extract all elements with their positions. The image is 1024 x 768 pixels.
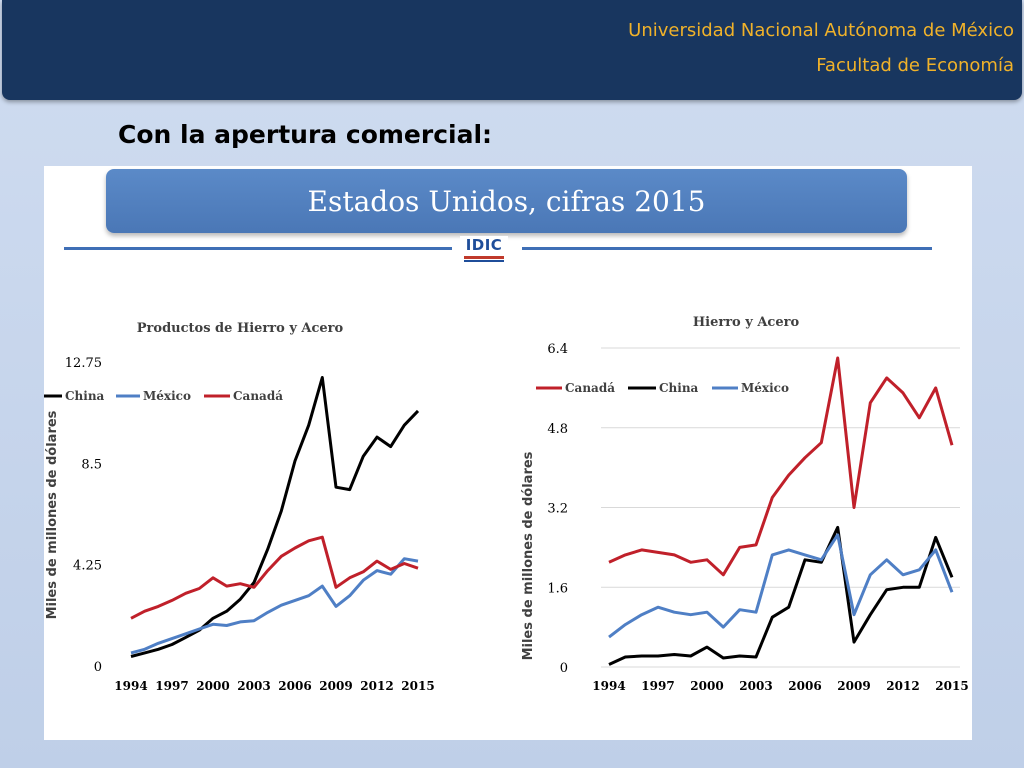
chart-title: Hierro y Acero <box>693 315 800 330</box>
image-panel: Estados Unidos, cifras 2015 IDIC <box>44 166 972 740</box>
y-tick-label: 4.25 <box>73 559 102 574</box>
x-tick-label: 2012 <box>886 679 919 693</box>
idic-logo: IDIC <box>460 236 508 266</box>
x-tick-label: 1997 <box>641 679 674 693</box>
y-axis-label: Miles de millones de dólares <box>521 451 536 660</box>
chart-hierro-acero: Hierro y Acero Miles de millones de dólar… <box>521 315 969 693</box>
x-tick-label: 2015 <box>935 679 968 693</box>
legend-label-canada: Canadá <box>565 381 615 395</box>
x-tick-label: 2009 <box>319 679 352 693</box>
chart-productos-hierro-acero: Productos de Hierro y Acero Miles de mill… <box>44 321 435 693</box>
y-tick-label: 3.2 <box>547 502 568 517</box>
x-tick-label: 2000 <box>690 679 723 693</box>
divider-right <box>522 247 932 250</box>
banner-title: Estados Unidos, cifras 2015 <box>106 169 907 233</box>
x-tick-label: 1994 <box>592 679 625 693</box>
series-line-mexico <box>608 533 954 639</box>
y-tick-label: 0 <box>94 660 102 675</box>
logo-text: IDIC <box>465 236 503 254</box>
x-tick-label: 2000 <box>196 679 229 693</box>
chart-title: Productos de Hierro y Acero <box>137 321 344 336</box>
legend-label-china: China <box>659 381 699 395</box>
x-tick-label: 2003 <box>739 679 772 693</box>
legend-label-canada: Canadá <box>233 389 283 403</box>
series-line-canada <box>130 535 419 620</box>
series-line-china <box>130 376 420 658</box>
legend-label-mexico: México <box>741 381 789 395</box>
y-axis-label: Miles de millones de dólares <box>45 410 60 619</box>
x-tick-label: 1994 <box>114 679 147 693</box>
series-line-canada <box>608 356 954 577</box>
faculty-name: Facultad de Economía <box>816 55 1014 76</box>
divider-left <box>64 247 452 250</box>
header-bar: Universidad Nacional Autónoma de México … <box>2 0 1022 100</box>
x-tick-label: 1997 <box>155 679 188 693</box>
university-name: Universidad Nacional Autónoma de México <box>628 20 1014 41</box>
y-tick-label: 12.75 <box>65 356 102 371</box>
series-line-mexico <box>130 557 419 655</box>
series-line-china <box>608 525 954 666</box>
legend-label-china: China <box>65 389 105 403</box>
y-tick-label: 0 <box>560 661 568 676</box>
x-tick-label: 2012 <box>360 679 393 693</box>
x-tick-label: 2015 <box>401 679 434 693</box>
y-tick-label: 6.4 <box>547 342 568 357</box>
slide-title: Con la apertura comercial: <box>118 120 493 149</box>
y-tick-label: 1.6 <box>547 581 568 596</box>
legend-label-mexico: México <box>143 389 191 403</box>
x-tick-label: 2006 <box>788 679 821 693</box>
y-tick-label: 4.8 <box>547 422 568 437</box>
y-tick-label: 8.5 <box>81 457 102 472</box>
x-tick-label: 2006 <box>278 679 311 693</box>
x-tick-label: 2003 <box>237 679 270 693</box>
x-tick-label: 2009 <box>837 679 870 693</box>
